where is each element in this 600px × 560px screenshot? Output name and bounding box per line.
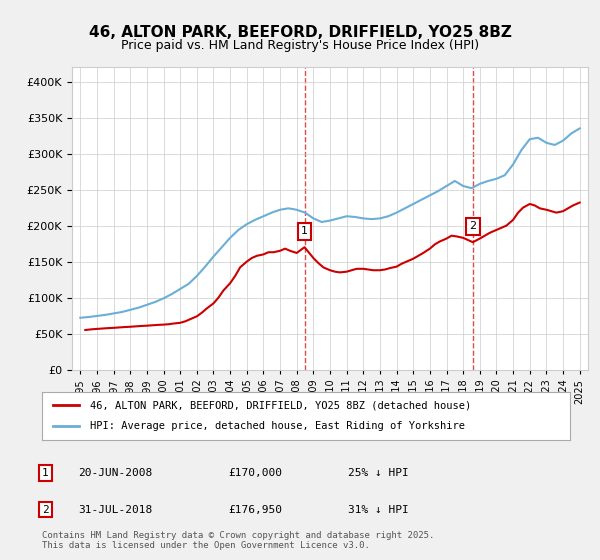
Text: 46, ALTON PARK, BEEFORD, DRIFFIELD, YO25 8BZ (detached house): 46, ALTON PARK, BEEFORD, DRIFFIELD, YO25… [89,400,471,410]
Text: 2: 2 [469,221,476,231]
Text: £170,000: £170,000 [228,468,282,478]
Text: 46, ALTON PARK, BEEFORD, DRIFFIELD, YO25 8BZ: 46, ALTON PARK, BEEFORD, DRIFFIELD, YO25… [89,25,511,40]
Text: Price paid vs. HM Land Registry's House Price Index (HPI): Price paid vs. HM Land Registry's House … [121,39,479,52]
Text: 31-JUL-2018: 31-JUL-2018 [78,505,152,515]
Text: 1: 1 [301,226,308,236]
Text: 1: 1 [42,468,49,478]
Text: Contains HM Land Registry data © Crown copyright and database right 2025.
This d: Contains HM Land Registry data © Crown c… [42,530,434,550]
Text: 31% ↓ HPI: 31% ↓ HPI [348,505,409,515]
Text: HPI: Average price, detached house, East Riding of Yorkshire: HPI: Average price, detached house, East… [89,421,464,431]
Text: 25% ↓ HPI: 25% ↓ HPI [348,468,409,478]
Text: 2: 2 [42,505,49,515]
Text: £176,950: £176,950 [228,505,282,515]
Text: 20-JUN-2008: 20-JUN-2008 [78,468,152,478]
